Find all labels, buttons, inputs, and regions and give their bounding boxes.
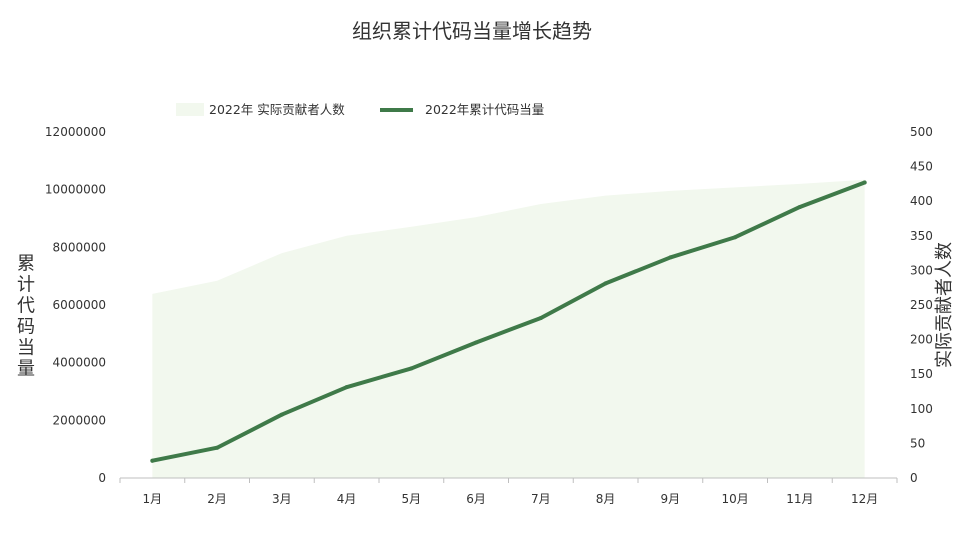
- line-point-2: [215, 445, 220, 450]
- x-tick-label: 2月: [207, 492, 227, 506]
- x-tick-label: 6月: [466, 492, 486, 506]
- left-axis-ticks: 0 2000000 4000000 6000000 8000000 10000000 120…: [45, 125, 106, 485]
- right-axis-ticks: 0 50 100 150 200 250 300 350 400 450 500: [910, 125, 933, 485]
- line-point-8: [603, 281, 608, 286]
- x-tick-label: 7月: [531, 492, 551, 506]
- right-tick-label: 300: [910, 263, 933, 277]
- right-tick-label: 100: [910, 402, 933, 416]
- legend-swatch-area: [176, 103, 204, 116]
- x-tick-label: 11月: [786, 492, 813, 506]
- left-tick-label: 8000000: [53, 240, 106, 254]
- x-tick-label: 1月: [143, 492, 163, 506]
- right-tick-label: 400: [910, 194, 933, 208]
- line-point-1: [150, 458, 155, 463]
- left-tick-label: 4000000: [53, 356, 106, 370]
- x-tick-label: 4月: [337, 492, 357, 506]
- x-tick-label: 10月: [721, 492, 748, 506]
- x-tick-label: 5月: [402, 492, 422, 506]
- line-point-5: [409, 366, 414, 371]
- legend-label-area: 2022年 实际贡献者人数: [209, 102, 345, 117]
- chart-title: 组织累计代码当量增长趋势: [352, 19, 592, 43]
- left-tick-label: 2000000: [53, 413, 106, 427]
- right-tick-label: 50: [910, 436, 925, 450]
- left-tick-label: 6000000: [53, 298, 106, 312]
- line-point-11: [797, 204, 802, 209]
- x-tick-label: 3月: [272, 492, 292, 506]
- left-tick-label: 10000000: [45, 183, 106, 197]
- x-tick-label: 9月: [661, 492, 681, 506]
- line-point-6: [474, 340, 479, 345]
- right-tick-label: 0: [910, 471, 918, 485]
- x-axis-ticks: 1月 2月 3月 4月 5月 6月 7月 8月 9月 10月 11月 12月: [143, 492, 879, 506]
- left-tick-label: 12000000: [45, 125, 106, 139]
- legend-label-line: 2022年累计代码当量: [425, 102, 544, 117]
- line-point-4: [344, 385, 349, 390]
- line-point-12: [862, 180, 867, 185]
- x-tick-label: 12月: [851, 492, 878, 506]
- legend: 2022年 实际贡献者人数 2022年累计代码当量: [176, 102, 544, 117]
- right-tick-label: 150: [910, 367, 933, 381]
- axis-layer: [119, 477, 898, 483]
- right-tick-label: 250: [910, 298, 933, 312]
- right-tick-label: 350: [910, 229, 933, 243]
- right-tick-label: 500: [910, 125, 933, 139]
- line-point-3: [279, 412, 284, 417]
- line-point-9: [668, 255, 673, 260]
- line-code-equivalent: [150, 180, 867, 463]
- line-series-layer: [150, 180, 867, 463]
- right-axis-title: 实际贡献者人数: [934, 242, 955, 368]
- left-axis-title: 累计代码当量: [17, 254, 35, 380]
- right-tick-label: 450: [910, 160, 933, 174]
- line-point-7: [538, 315, 543, 320]
- line-point-10: [733, 235, 738, 240]
- x-tick-label: 8月: [596, 492, 616, 506]
- left-tick-label: 0: [98, 471, 106, 485]
- right-tick-label: 200: [910, 333, 933, 347]
